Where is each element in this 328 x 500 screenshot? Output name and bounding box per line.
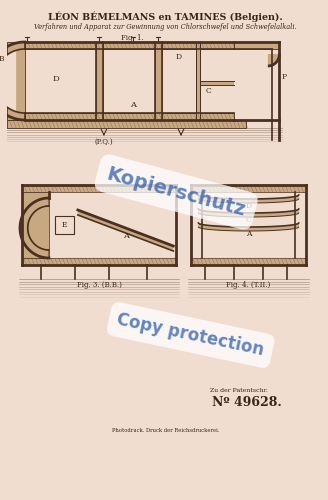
Bar bbox=[200, 81, 234, 85]
Text: A: A bbox=[123, 232, 129, 240]
Text: Fig. 4. (T.II.): Fig. 4. (T.II.) bbox=[226, 281, 271, 289]
Text: Fig. 3. (B.B.): Fig. 3. (B.B.) bbox=[77, 281, 121, 289]
Text: C: C bbox=[205, 87, 211, 95]
Bar bbox=[8, 42, 25, 120]
Text: Copy protection: Copy protection bbox=[115, 310, 266, 360]
Polygon shape bbox=[268, 54, 279, 66]
Polygon shape bbox=[20, 198, 49, 258]
Text: (P.Q.): (P.Q.) bbox=[94, 138, 113, 146]
Text: Zu der Patentschr.: Zu der Patentschr. bbox=[210, 388, 268, 392]
Text: E: E bbox=[62, 221, 67, 229]
Text: D: D bbox=[245, 202, 252, 210]
Text: A: A bbox=[130, 101, 136, 109]
Bar bbox=[25, 42, 234, 49]
Bar bbox=[22, 185, 176, 192]
Text: C: C bbox=[246, 216, 252, 224]
Bar bbox=[25, 113, 234, 120]
Bar bbox=[234, 42, 279, 49]
Text: Kopierschutz: Kopierschutz bbox=[105, 164, 248, 220]
Bar bbox=[191, 258, 306, 265]
Bar bbox=[22, 192, 49, 258]
Text: A: A bbox=[246, 230, 251, 238]
Text: P: P bbox=[282, 73, 287, 81]
Bar bbox=[22, 258, 176, 265]
Bar bbox=[195, 42, 200, 120]
Bar bbox=[155, 42, 162, 120]
Text: Fig. 1.: Fig. 1. bbox=[121, 34, 144, 42]
Text: D: D bbox=[52, 75, 59, 83]
Bar bbox=[55, 216, 74, 234]
Text: Photodruck. Druck der Reichsdruckerei.: Photodruck. Druck der Reichsdruckerei. bbox=[112, 428, 219, 432]
Text: LÉON BÉMELMANS en TAMINES (Belgien).: LÉON BÉMELMANS en TAMINES (Belgien). bbox=[48, 12, 283, 22]
Text: D: D bbox=[176, 53, 182, 61]
Bar bbox=[8, 120, 246, 128]
Bar bbox=[96, 42, 103, 120]
Bar bbox=[191, 185, 306, 192]
Text: B: B bbox=[0, 55, 5, 63]
Text: Verfahren und Apparat zur Gewinnung von Chlorschwefel und Schwefelalkali.: Verfahren und Apparat zur Gewinnung von … bbox=[34, 23, 297, 31]
Text: Nº 49628.: Nº 49628. bbox=[212, 396, 281, 409]
